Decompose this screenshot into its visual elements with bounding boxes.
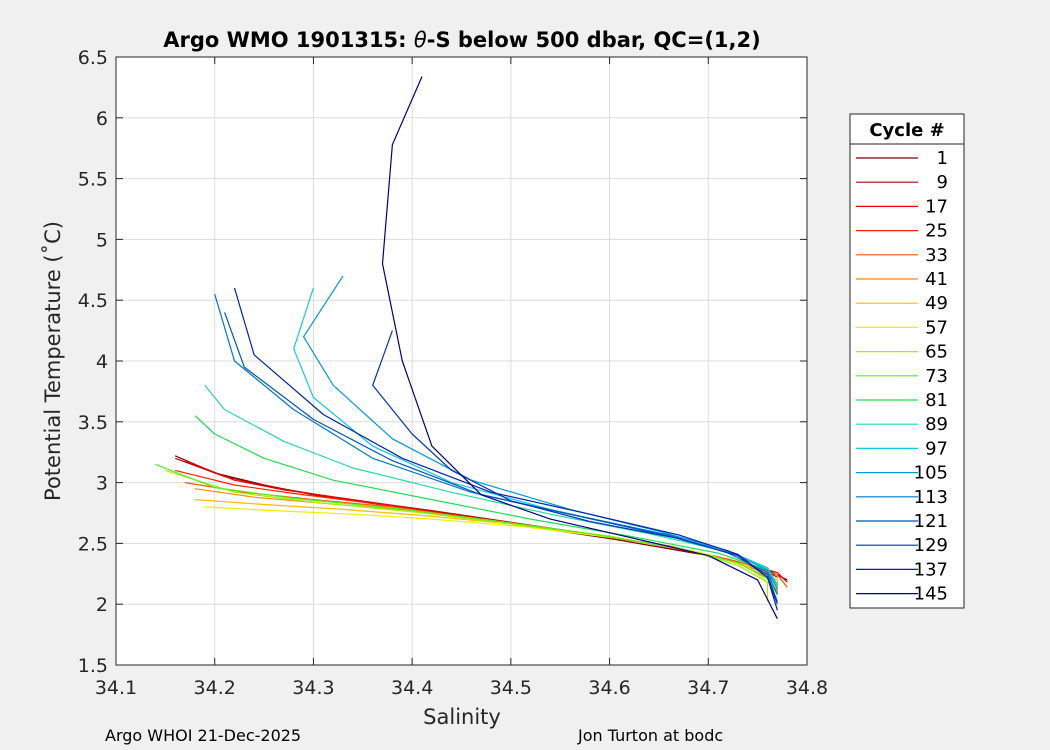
x-tick-label: 34.1 [95, 677, 137, 699]
y-tick-label: 6.5 [78, 47, 108, 69]
legend-label-1: 1 [937, 148, 948, 169]
y-axis-label: Potential Temperature (˚C) [41, 221, 65, 501]
y-tick-label: 5 [96, 229, 108, 251]
series-line-cycle-145 [381, 76, 778, 620]
y-tick-label: 2 [96, 594, 108, 616]
legend-label-73: 73 [925, 366, 948, 387]
series-line-cycle-73 [155, 463, 778, 595]
legend-label-113: 113 [914, 487, 948, 508]
x-tick-label: 34.3 [292, 677, 334, 699]
series-line-cycle-137 [233, 287, 778, 611]
legend-label-129: 129 [914, 535, 948, 556]
legend-label-49: 49 [925, 293, 948, 314]
legend-label-137: 137 [914, 559, 948, 580]
y-tick-label: 2.5 [78, 533, 108, 555]
legend-label-105: 105 [914, 463, 948, 484]
y-tick-label: 4 [96, 351, 108, 373]
x-tick-label: 34.8 [786, 677, 828, 699]
x-tick-label: 34.4 [391, 677, 433, 699]
series-line-cycle-57 [204, 506, 769, 599]
x-axis-label: Salinity [423, 705, 501, 729]
y-tick-label: 4.5 [78, 290, 108, 312]
legend-label-25: 25 [925, 221, 948, 242]
y-tick-label: 6 [96, 108, 108, 130]
legend-label-89: 89 [925, 414, 948, 435]
footer-left: Argo WHOI 21-Dec-2025 [105, 726, 301, 745]
legend: Cycle # 1 9 17 25 33 41 49 57 65 73 81 89 97 105 113 12… [849, 113, 965, 609]
footer-right: Jon Turton at bodc [577, 726, 723, 745]
y-tick-label: 3 [96, 473, 108, 495]
legend-label-97: 97 [925, 438, 948, 459]
legend-entries: 1 9 17 25 33 41 49 57 65 73 81 89 97 105 113 121 129 137 1… [856, 148, 948, 605]
legend-title: Cycle # [869, 120, 944, 141]
series-layer [155, 76, 788, 620]
tick-layer: 34.1 34.2 34.3 34.4 34.5 34.6 34.7 34.81.522.53… [78, 47, 828, 699]
y-tick-label: 1.5 [78, 655, 108, 677]
chart-title: Argo WMO 1901315: θ-S below 500 dbar, QC… [163, 28, 760, 52]
legend-label-65: 65 [925, 342, 948, 363]
x-tick-label: 34.2 [194, 677, 236, 699]
legend-label-41: 41 [925, 269, 948, 290]
legend-label-17: 17 [925, 196, 948, 217]
legend-box [849, 113, 965, 609]
x-tick-label: 34.6 [588, 677, 630, 699]
y-tick-label: 5.5 [78, 169, 108, 191]
y-tick-label: 3.5 [78, 412, 108, 434]
series-line-cycle-81 [194, 415, 778, 587]
legend-label-57: 57 [925, 317, 948, 338]
legend-label-121: 121 [914, 511, 948, 532]
legend-label-9: 9 [937, 172, 948, 193]
legend-label-33: 33 [925, 245, 948, 266]
series-line-cycle-105 [303, 275, 778, 590]
x-tick-label: 34.5 [490, 677, 532, 699]
legend-label-81: 81 [925, 390, 948, 411]
x-tick-label: 34.7 [687, 677, 729, 699]
legend-label-145: 145 [914, 584, 948, 605]
